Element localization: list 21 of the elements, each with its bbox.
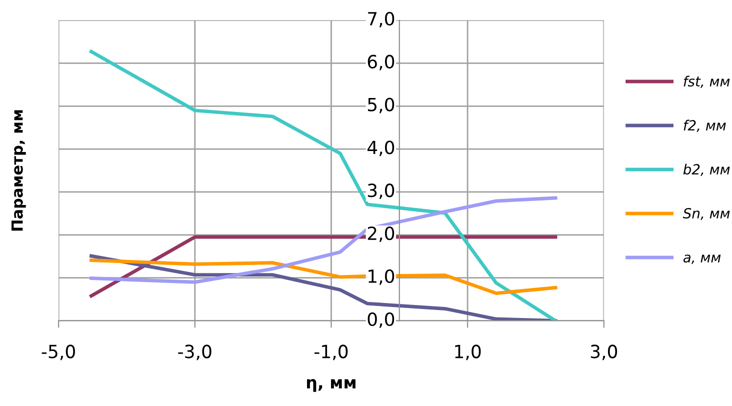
x-tick-label: -5,0 (42, 344, 75, 360)
x-tick-label: -3,0 (178, 344, 212, 360)
y-tick-label: 0,0 (368, 312, 394, 328)
y-tick-label: 1,0 (368, 269, 394, 285)
y-tick-label: 6,0 (368, 54, 394, 70)
y-tick-label: 4,0 (367, 140, 394, 156)
y-axis-title: Параметр, мм (12, 110, 26, 231)
y-tick-label: 7,0 (368, 12, 394, 28)
legend-label: fst, мм (684, 76, 730, 88)
legend-label: b2, мм (683, 164, 730, 176)
x-tick-label: -1,0 (314, 344, 348, 360)
y-tick-label: 5,0 (368, 98, 394, 114)
legend-label: Sn, мм (682, 208, 730, 220)
x-tick-label: 1,0 (455, 344, 481, 360)
line-series (90, 258, 558, 296)
y-tick-label: 2,0 (368, 226, 394, 242)
legend-label: a, мм (683, 254, 721, 264)
x-tick-label: 3,0 (590, 344, 618, 360)
x-axis-title: η, мм (307, 379, 356, 392)
legend-label: f2, мм (684, 120, 726, 132)
y-tick-label: 3,0 (368, 184, 394, 200)
